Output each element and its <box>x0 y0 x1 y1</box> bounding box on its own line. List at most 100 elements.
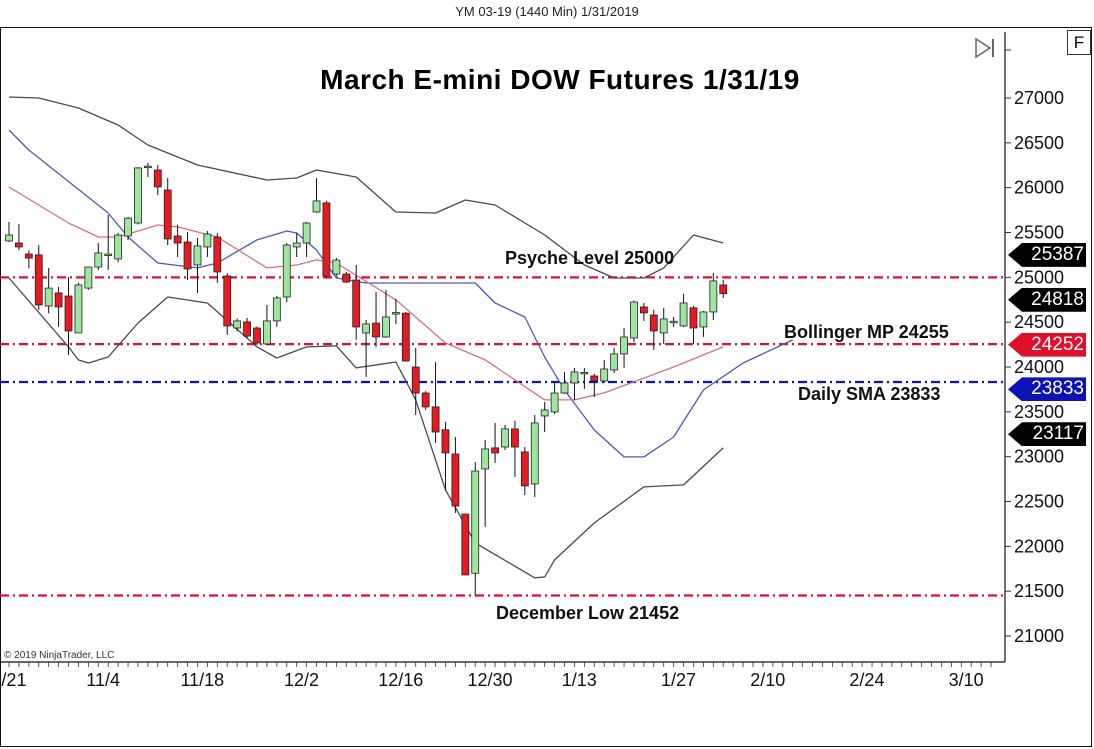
candle-body-up <box>600 368 609 382</box>
x-tick-label: 12/2 <box>284 670 319 690</box>
y-tick-label: 26500 <box>1014 133 1064 153</box>
candle <box>272 295 281 327</box>
candle <box>550 381 559 414</box>
candle-body-up <box>5 234 13 242</box>
price-badge: 23833 <box>1008 377 1086 402</box>
chart-frame <box>0 27 1092 747</box>
x-tick-label: 12/16 <box>378 670 423 690</box>
candle-body-down <box>649 314 658 332</box>
candle <box>699 310 708 337</box>
candle-body-down <box>719 284 728 295</box>
candle <box>24 250 33 269</box>
candle <box>689 306 698 344</box>
candle <box>153 164 162 196</box>
candle <box>34 245 43 310</box>
candle-body-down <box>322 202 331 277</box>
copyright-text: © 2019 NinjaTrader, LLC <box>4 650 115 661</box>
candle-body-down <box>590 375 599 382</box>
candle <box>382 289 390 338</box>
candle <box>302 222 311 257</box>
candle <box>600 359 609 383</box>
candle-body-down <box>451 453 460 507</box>
candle-body-down <box>24 253 33 259</box>
indicator-upper-band <box>8 96 724 279</box>
candle <box>263 304 271 345</box>
candle <box>421 391 430 411</box>
candle-body-down <box>491 447 499 454</box>
candle-body-up <box>630 301 638 339</box>
candle <box>649 309 658 350</box>
y-tick-label: 24000 <box>1014 357 1064 377</box>
y-tick-label: 22000 <box>1014 536 1064 556</box>
x-tick-label: 1/27 <box>661 670 696 690</box>
candle-body-down <box>64 295 73 332</box>
candle <box>719 280 728 298</box>
candle <box>520 446 529 495</box>
candle <box>74 282 83 334</box>
candle-body-down <box>461 513 470 576</box>
candle-body-up <box>580 371 589 375</box>
candle-body-up <box>94 252 103 268</box>
candle-body-up <box>659 318 668 334</box>
candle-body-up <box>610 353 619 371</box>
candle-body-up <box>292 242 301 248</box>
candle-body-down <box>372 322 380 338</box>
candle <box>431 361 440 443</box>
y-tick-label: 23500 <box>1014 402 1064 422</box>
candle-body-down <box>34 254 43 306</box>
y-tick-label: 21000 <box>1014 626 1064 646</box>
candle <box>669 316 678 327</box>
candle <box>193 237 202 293</box>
annotation-daily-sma: Daily SMA 23833 <box>798 384 941 404</box>
candle <box>292 232 301 257</box>
candle-body-up <box>382 316 390 338</box>
x-tick-label: 10/21 <box>0 670 26 690</box>
indicator-mid-blue <box>8 129 793 458</box>
chart-header: YM 03-19 (1440 Min) 1/31/2019 <box>455 4 639 19</box>
candle <box>491 422 499 463</box>
annotation-bollinger-mp: Bollinger MP 24255 <box>784 322 949 342</box>
candle-body-up <box>272 297 281 322</box>
candle <box>501 424 509 450</box>
candle <box>530 414 539 498</box>
x-tick-label: 3/10 <box>949 670 984 690</box>
candle-body-down <box>54 292 63 308</box>
candle-body-up <box>114 234 123 260</box>
annotation-december-low: December Low 21452 <box>496 603 680 623</box>
candle-body-up <box>282 244 291 298</box>
candle <box>679 293 688 327</box>
candle <box>639 302 648 321</box>
candle <box>610 347 619 374</box>
candle-body-up <box>143 165 152 169</box>
candle <box>143 163 152 177</box>
candle <box>183 231 192 281</box>
candle-body-down <box>342 273 351 283</box>
skip-to-end-icon[interactable] <box>974 37 996 59</box>
x-tick-label: 2/24 <box>849 670 884 690</box>
candle <box>709 273 718 320</box>
x-tick-label: 11/18 <box>180 670 224 690</box>
candle-body-up <box>312 200 321 213</box>
candle-body-up <box>263 320 271 345</box>
candle <box>54 286 63 327</box>
candle-body-up <box>124 217 132 237</box>
candle-body-down <box>639 306 648 314</box>
candle <box>630 300 638 342</box>
candle-body-up <box>501 428 509 448</box>
x-tick-label: 12/30 <box>467 670 512 690</box>
candle <box>372 291 380 347</box>
candle-body-up <box>550 392 559 413</box>
candle <box>233 318 242 332</box>
candle <box>253 326 261 345</box>
candle <box>481 439 490 527</box>
candle-body-up <box>481 448 490 470</box>
candle <box>590 373 599 397</box>
candle <box>282 242 291 302</box>
candle <box>322 200 331 278</box>
candle-body-down <box>183 241 192 270</box>
candle-body-up <box>679 302 688 327</box>
candle <box>94 242 103 270</box>
candle-body-down <box>253 327 261 344</box>
f-button[interactable]: F <box>1067 30 1091 55</box>
